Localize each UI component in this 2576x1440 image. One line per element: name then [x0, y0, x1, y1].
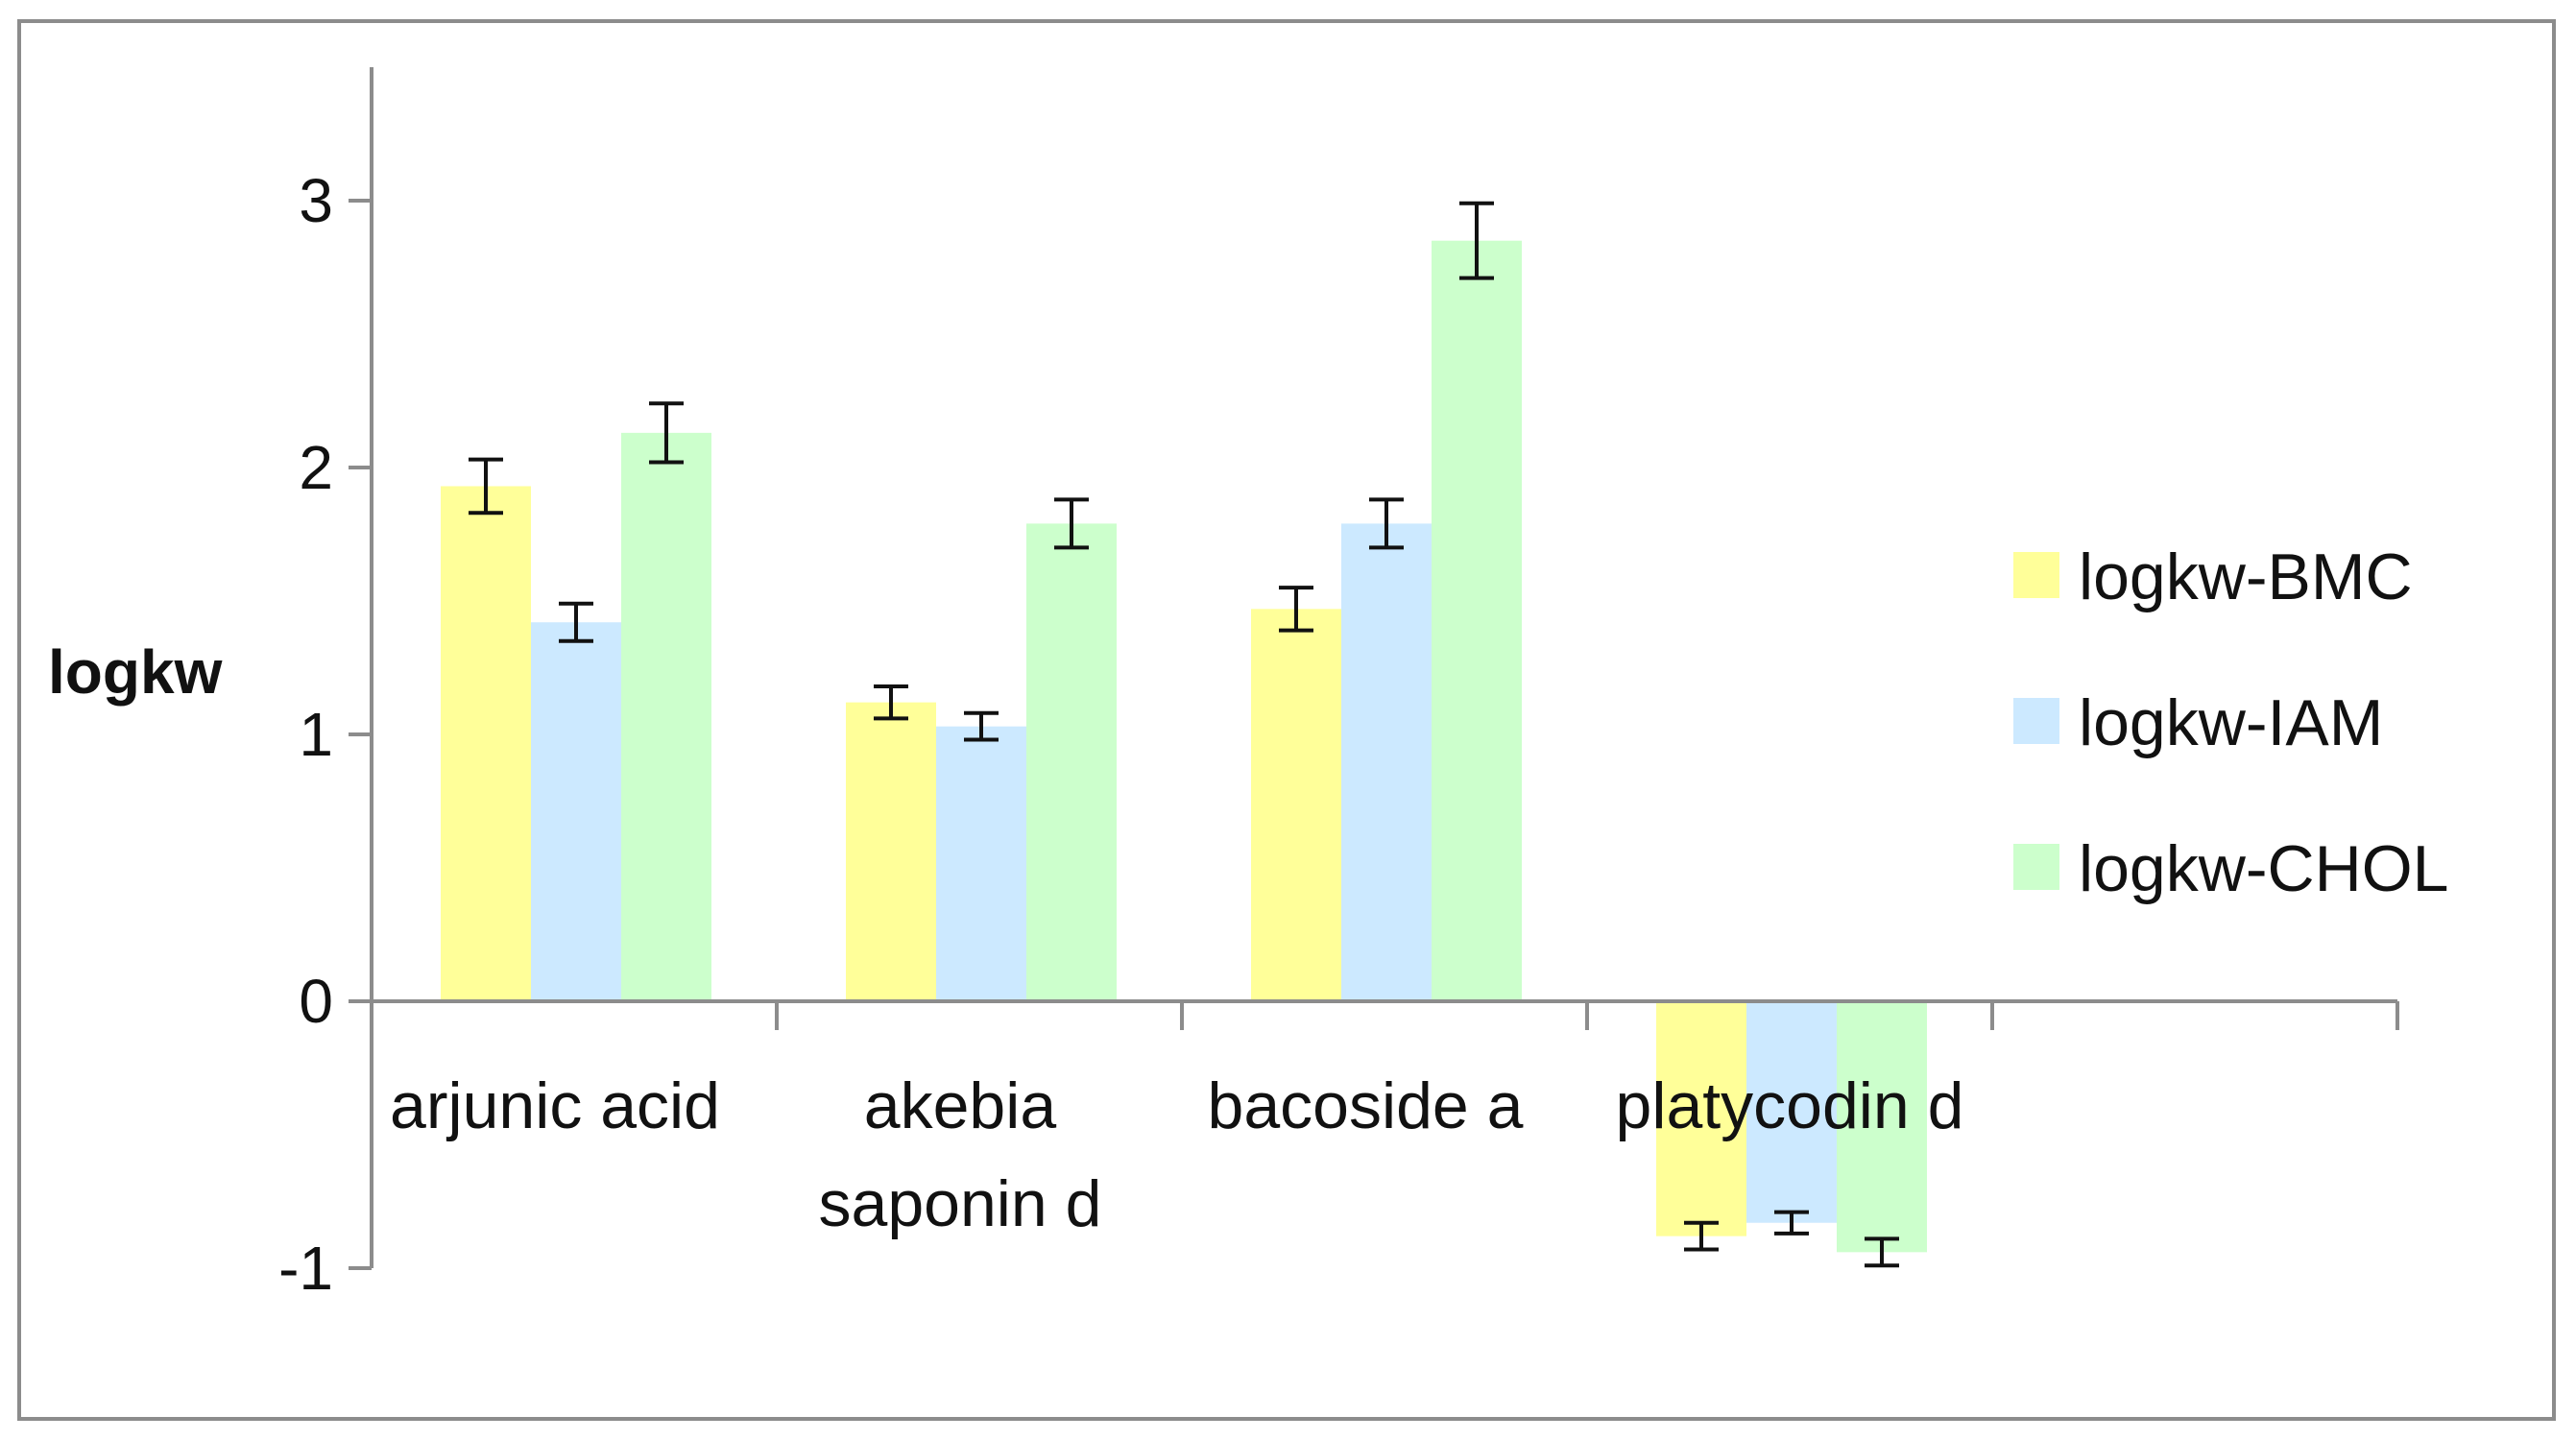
legend-label-logkw-bmc: logkw-BMC — [2079, 540, 2413, 613]
legend-swatch-logkw-chol — [2013, 844, 2059, 890]
y-tick-label: -1 — [278, 1234, 333, 1303]
legend-swatch-logkw-bmc — [2013, 552, 2059, 598]
bar-logkw-iam-0 — [531, 622, 621, 1001]
error-bar-logkw-bmc-1 — [874, 684, 908, 721]
legend-label-logkw-iam: logkw-IAM — [2079, 686, 2383, 759]
x-category-label: platycodin d — [1616, 1069, 1964, 1142]
error-bar-logkw-bmc-0 — [469, 457, 503, 516]
error-bar-logkw-bmc-3 — [1684, 1220, 1719, 1252]
bar-logkw-bmc-2 — [1251, 609, 1341, 1001]
x-category-label: akebia — [864, 1069, 1057, 1142]
bar-logkw-chol-3 — [1837, 1001, 1927, 1253]
y-tick-label: 3 — [299, 166, 333, 235]
legend-label-logkw-chol: logkw-CHOL — [2079, 832, 2448, 905]
bar-logkw-iam-3 — [1746, 1001, 1837, 1223]
error-bar-logkw-iam-1 — [964, 710, 999, 742]
error-bar-logkw-iam-3 — [1774, 1210, 1809, 1236]
error-bar-logkw-iam-0 — [559, 601, 593, 643]
x-category-label: arjunic acid — [390, 1069, 720, 1142]
bar-logkw-chol-0 — [621, 432, 711, 1001]
bar-logkw-bmc-3 — [1656, 1001, 1746, 1236]
y-tick-label: 1 — [299, 700, 333, 769]
error-bar-logkw-chol-3 — [1865, 1236, 1899, 1268]
bar-logkw-bmc-1 — [846, 702, 936, 1001]
y-tick-label: 2 — [299, 433, 333, 502]
bar-logkw-iam-1 — [936, 726, 1026, 1001]
error-bar-logkw-chol-2 — [1459, 201, 1494, 280]
legend: logkw-BMC logkw-IAM logkw-CHOL — [2013, 540, 2448, 905]
bar-logkw-iam-2 — [1341, 523, 1432, 1001]
y-axis-title: logkw — [48, 637, 223, 707]
y-tick-label: 0 — [299, 967, 333, 1036]
bar-logkw-chol-1 — [1026, 523, 1117, 1001]
error-bar-logkw-bmc-2 — [1279, 586, 1313, 633]
x-category-label: bacoside a — [1208, 1069, 1524, 1142]
bar-logkw-chol-2 — [1432, 240, 1522, 1001]
plot-area: -1 0 1 2 3 arjunic acid akebia saponin d bacosid… — [278, 67, 2399, 1303]
error-bar-logkw-iam-2 — [1369, 497, 1404, 550]
x-category-label: saponin d — [819, 1167, 1102, 1240]
error-bar-logkw-chol-1 — [1054, 497, 1089, 550]
legend-swatch-logkw-iam — [2013, 698, 2059, 744]
bar-logkw-bmc-0 — [441, 486, 531, 1002]
error-bar-logkw-chol-0 — [649, 401, 684, 465]
